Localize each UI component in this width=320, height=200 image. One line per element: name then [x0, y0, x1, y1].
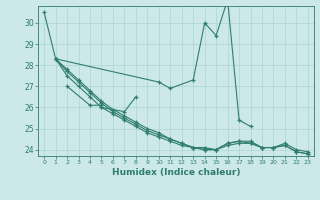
X-axis label: Humidex (Indice chaleur): Humidex (Indice chaleur): [112, 168, 240, 177]
